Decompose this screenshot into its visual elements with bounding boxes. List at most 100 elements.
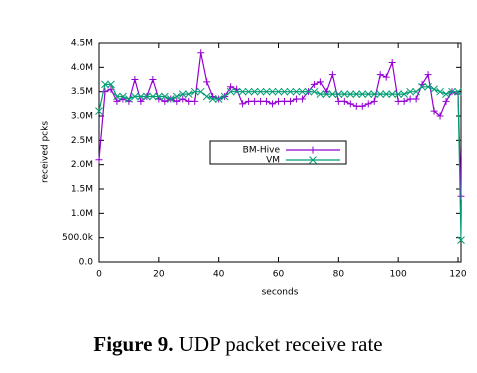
point-marker [304, 87, 313, 96]
point-marker [232, 87, 241, 96]
point-marker [310, 87, 319, 96]
point-marker [346, 100, 354, 108]
point-marker [448, 87, 456, 96]
y-tick-label: 4.0M [71, 63, 93, 73]
point-marker [292, 87, 301, 96]
point-marker [149, 76, 157, 83]
point-marker [191, 97, 199, 105]
y-tick-label: 3.5M [71, 87, 93, 97]
point-marker [412, 87, 420, 96]
point-marker [370, 90, 379, 98]
point-marker [376, 71, 384, 79]
point-marker [251, 97, 259, 105]
point-marker [376, 90, 385, 98]
point-marker [388, 58, 396, 66]
x-tick-label: 20 [153, 270, 165, 280]
x-tick-label: 60 [273, 270, 285, 280]
point-marker [190, 87, 199, 96]
point-marker [280, 87, 289, 96]
point-marker [256, 87, 265, 96]
point-marker [179, 95, 187, 103]
legend-label: BM-Hive [243, 146, 281, 156]
point-marker [292, 95, 300, 103]
y-axis-label: received pcks [41, 121, 51, 183]
point-marker [358, 90, 367, 98]
point-marker [137, 92, 145, 101]
point-marker [442, 97, 450, 105]
legend-marker [309, 146, 317, 154]
legend-box [209, 140, 347, 165]
point-marker [263, 97, 271, 105]
point-marker [364, 90, 373, 98]
point-marker [269, 100, 277, 108]
x-tick-label: 40 [213, 270, 225, 280]
point-marker [101, 88, 109, 96]
x-tick-label: 0 [96, 270, 102, 280]
point-marker [328, 71, 336, 79]
point-marker [220, 92, 229, 101]
point-marker [154, 92, 163, 101]
point-marker [334, 97, 342, 105]
point-marker [250, 87, 259, 96]
point-marker [310, 80, 318, 88]
point-marker [400, 90, 409, 98]
point-marker [454, 87, 462, 96]
y-tick-label: 2.0M [71, 160, 93, 170]
point-marker [161, 97, 169, 105]
legend-label: VM [266, 156, 280, 166]
point-marker [370, 97, 378, 105]
point-marker [316, 78, 324, 86]
point-marker [268, 87, 277, 96]
x-tick-label: 100 [390, 270, 407, 280]
point-marker [160, 92, 169, 101]
series-line [98, 52, 462, 197]
point-marker [382, 90, 391, 98]
point-marker [394, 90, 403, 98]
point-marker [95, 107, 103, 115]
point-marker [244, 87, 253, 96]
point-marker [298, 95, 306, 103]
legend-marker [309, 156, 317, 164]
point-marker [227, 83, 235, 91]
point-marker [340, 90, 349, 98]
y-tick-label: 500.0k [62, 233, 94, 243]
point-marker [197, 49, 205, 57]
point-marker [131, 76, 139, 83]
x-tick-label: 120 [449, 270, 466, 280]
point-marker [406, 95, 414, 103]
point-marker [173, 97, 181, 105]
point-marker [457, 192, 465, 200]
y-tick-label: 1.5M [71, 185, 93, 195]
point-marker [352, 102, 360, 110]
point-marker [143, 92, 151, 101]
point-marker [274, 87, 283, 96]
point-marker [119, 92, 127, 101]
point-marker [202, 92, 211, 101]
point-marker [275, 97, 283, 105]
point-marker [238, 87, 247, 96]
point-marker [457, 236, 465, 244]
point-marker [107, 80, 115, 89]
series-line [98, 83, 462, 241]
point-marker [262, 87, 271, 96]
point-marker [257, 97, 265, 105]
point-marker [400, 97, 408, 105]
point-marker [406, 87, 414, 96]
y-tick-label: 0.0 [79, 258, 94, 268]
point-marker [280, 97, 288, 105]
point-marker [364, 100, 372, 108]
point-marker [442, 90, 450, 98]
point-marker [286, 97, 294, 105]
y-tick-label: 4.5M [71, 39, 93, 49]
point-marker [298, 87, 307, 96]
y-tick-label: 3.0M [71, 112, 93, 122]
caption-text: UDP packet receive rate [179, 332, 383, 356]
point-marker [178, 90, 187, 98]
caption: Figure 9. UDP packet receive rate [93, 332, 382, 356]
point-marker [125, 95, 133, 103]
y-tick-label: 2.5M [71, 136, 93, 146]
point-marker [322, 90, 331, 98]
point-marker [382, 73, 390, 81]
point-marker [430, 107, 438, 115]
